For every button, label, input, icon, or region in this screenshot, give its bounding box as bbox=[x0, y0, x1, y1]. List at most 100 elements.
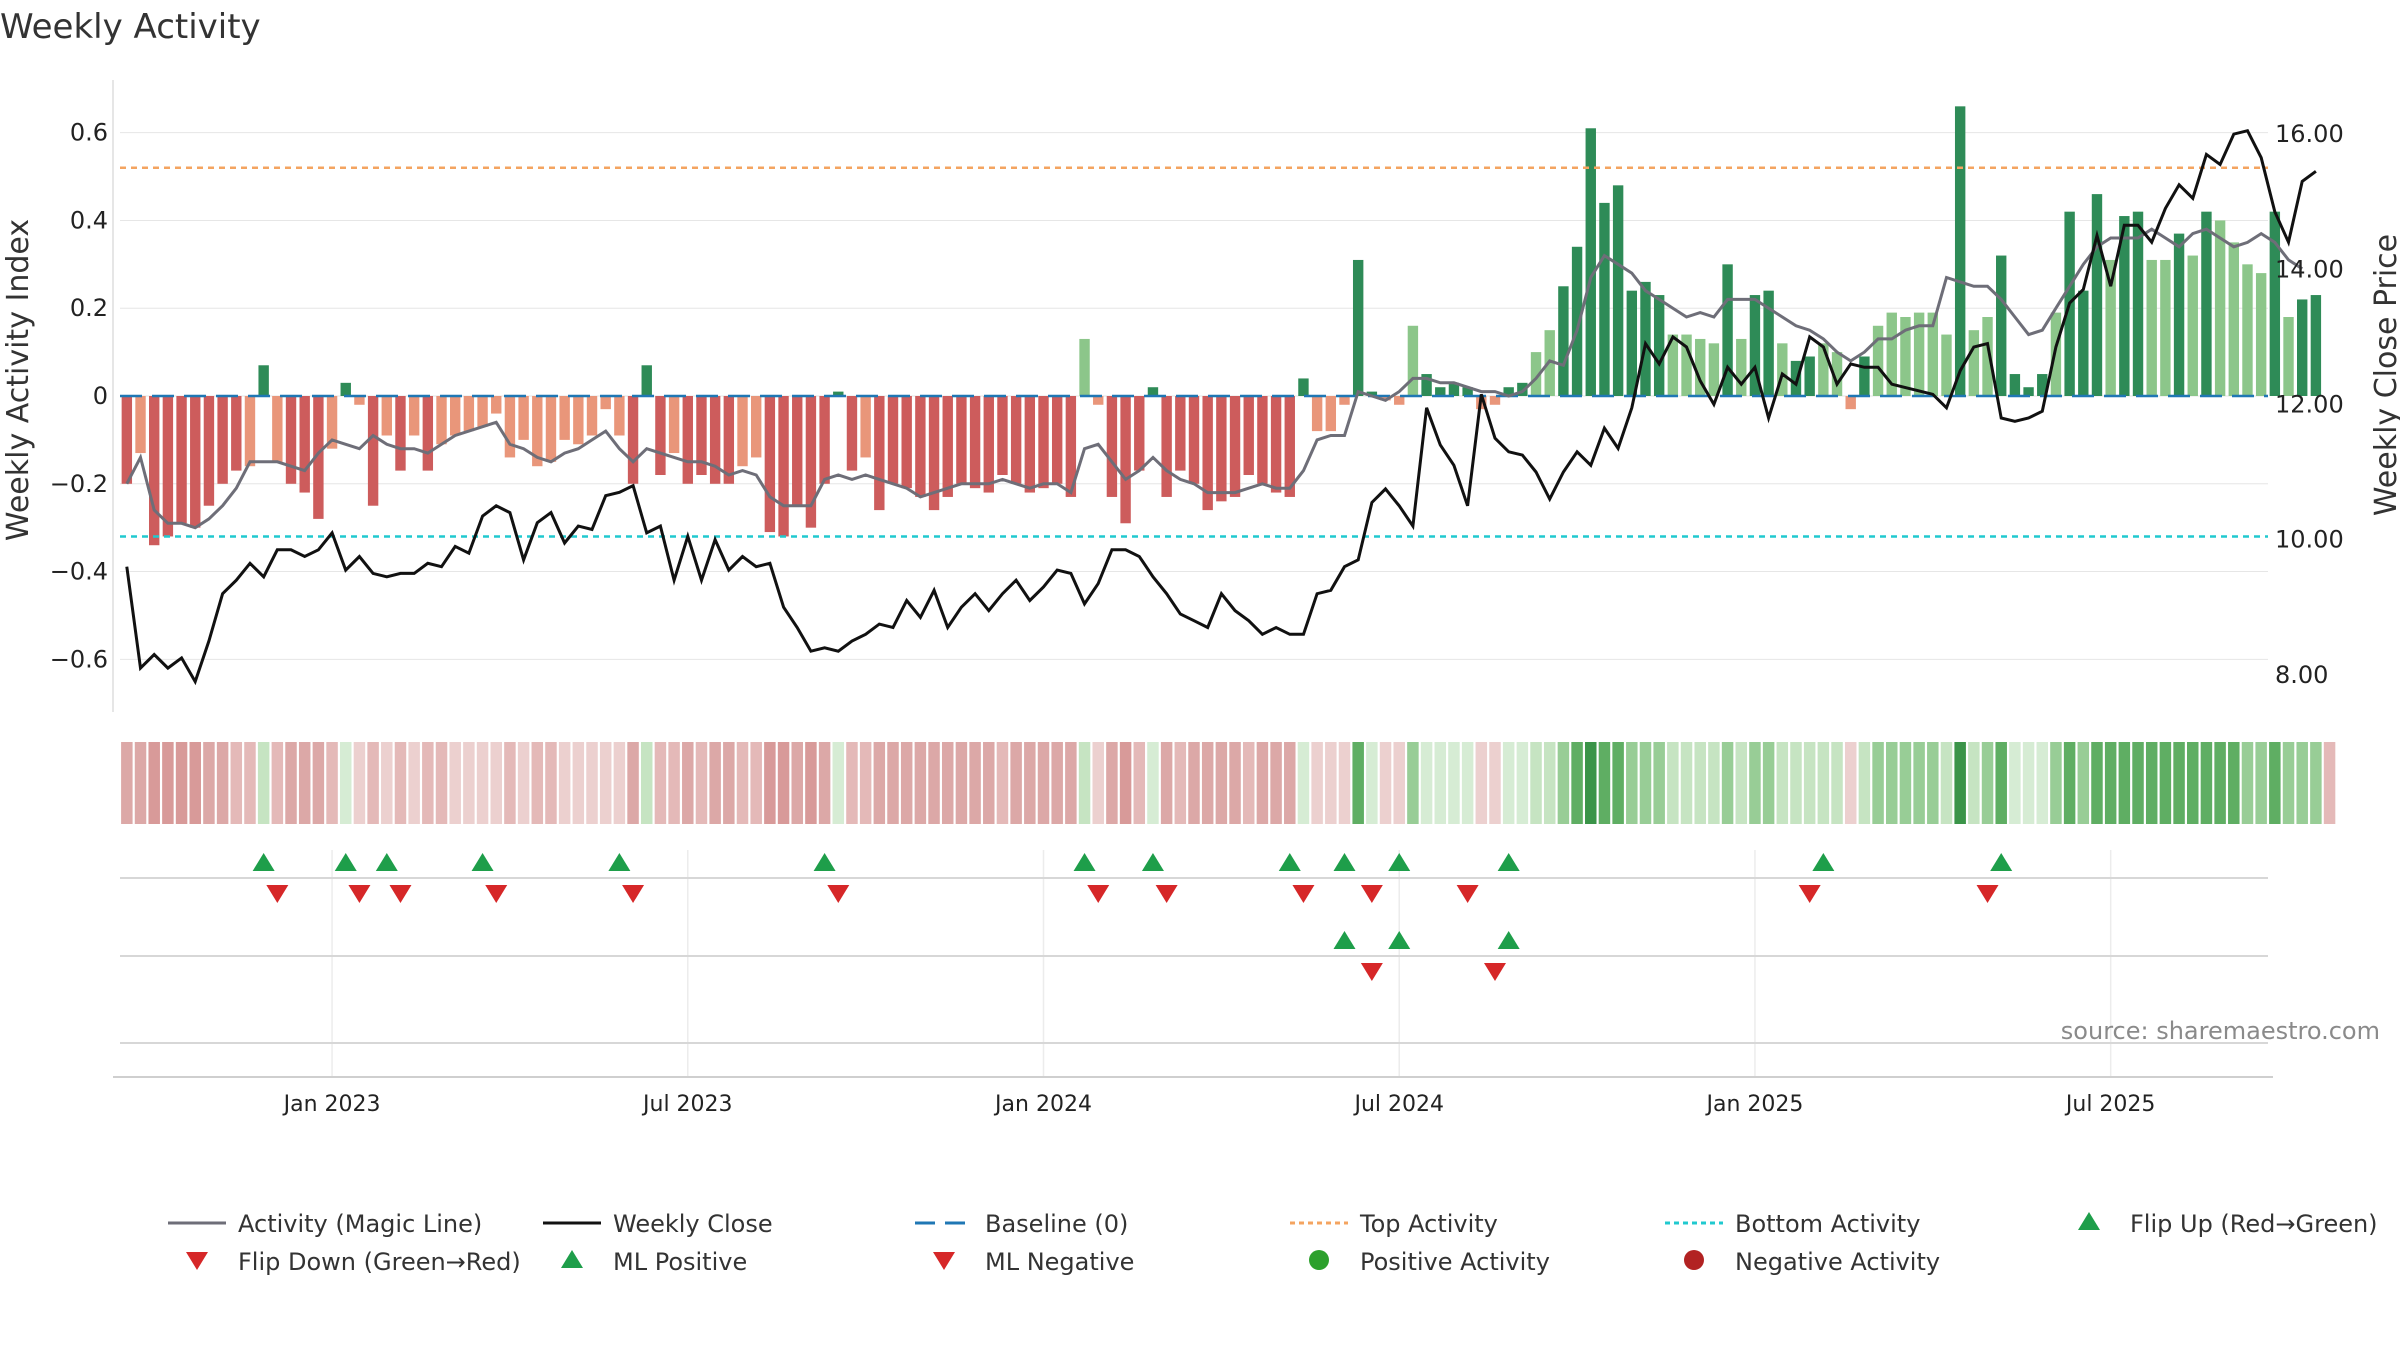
heat-cell bbox=[1913, 742, 1925, 824]
heat-cell bbox=[1270, 742, 1282, 824]
legend-label: ML Positive bbox=[613, 1248, 747, 1276]
activity-bar bbox=[1982, 317, 1993, 396]
activity-bar bbox=[2105, 259, 2116, 396]
heat-cell bbox=[2173, 742, 2185, 824]
heat-cell bbox=[1803, 742, 1816, 824]
heat-cell bbox=[599, 742, 612, 824]
activity-bar bbox=[1954, 106, 1966, 396]
heat-cell bbox=[189, 742, 201, 824]
activity-bar bbox=[2037, 374, 2048, 396]
flip-up-marker bbox=[1278, 853, 1301, 871]
heat-cell bbox=[476, 742, 489, 824]
heat-cell bbox=[490, 742, 502, 824]
heat-cell bbox=[2323, 742, 2336, 824]
activity-bar bbox=[2023, 387, 2034, 396]
heat-cell bbox=[1366, 742, 1378, 824]
heat-cell bbox=[1133, 742, 1146, 824]
heat-cell bbox=[422, 742, 434, 824]
ml-positive-marker bbox=[1388, 931, 1411, 949]
heat-cell bbox=[2269, 742, 2281, 824]
flip-down-marker bbox=[1798, 885, 1821, 903]
activity-bar bbox=[1448, 382, 1460, 396]
activity-bar bbox=[1612, 185, 1624, 396]
heat-cell bbox=[2009, 742, 2021, 824]
activity-bar bbox=[709, 396, 721, 484]
source-note: source: sharemaestro.com bbox=[2061, 1017, 2380, 1045]
heat-cell bbox=[736, 742, 749, 824]
activity-bar bbox=[1530, 352, 1542, 396]
activity-bar bbox=[2091, 194, 2103, 396]
activity-bar bbox=[1051, 396, 1063, 484]
heat-cell bbox=[394, 742, 407, 824]
heat-cell bbox=[216, 742, 229, 824]
heat-cell bbox=[1092, 742, 1104, 824]
activity-bar bbox=[1695, 338, 1706, 396]
flip-down-marker bbox=[827, 885, 850, 903]
chart-title: Weekly Activity bbox=[0, 7, 261, 47]
x-tick-label: Jan 2024 bbox=[993, 1092, 1092, 1117]
heat-cell bbox=[1858, 742, 1871, 824]
activity-bar bbox=[696, 396, 707, 475]
heat-cell bbox=[1201, 742, 1214, 824]
ml-positive-marker bbox=[1333, 931, 1356, 949]
heat-cell bbox=[449, 742, 461, 824]
heat-cell bbox=[818, 742, 831, 824]
activity-bar bbox=[641, 365, 652, 396]
heat-cell bbox=[1242, 742, 1255, 824]
heat-cell bbox=[859, 742, 872, 824]
legend-label: Bottom Activity bbox=[1735, 1210, 1920, 1238]
ml-positive-marker bbox=[1497, 931, 1520, 949]
activity-bar bbox=[778, 396, 789, 537]
heat-cell bbox=[381, 742, 393, 824]
activity-bar bbox=[2228, 242, 2239, 396]
heat-cell bbox=[1831, 742, 1843, 824]
heat-cell bbox=[285, 742, 297, 824]
legend-item-ml_neg: ML Negative bbox=[933, 1248, 1134, 1276]
heat-cell bbox=[1790, 742, 1802, 824]
heat-cell bbox=[764, 742, 776, 824]
activity-bar bbox=[2297, 299, 2308, 396]
heat-cell bbox=[148, 742, 160, 824]
activity-bar bbox=[1079, 338, 1090, 396]
legend-label: Flip Up (Red→Green) bbox=[2130, 1210, 2378, 1238]
heat-cell bbox=[1420, 742, 1433, 824]
activity-bar bbox=[1243, 396, 1254, 475]
activity-bar bbox=[2146, 259, 2157, 396]
heat-cell bbox=[2132, 742, 2144, 824]
heat-cell bbox=[873, 742, 886, 824]
legend-swatch-down-triangle bbox=[933, 1252, 955, 1270]
heat-cell bbox=[545, 742, 557, 824]
heat-cell bbox=[326, 742, 338, 824]
heat-cell bbox=[1981, 742, 1994, 824]
heat-cell bbox=[1968, 742, 1980, 824]
heat-cell bbox=[1461, 742, 1474, 824]
heat-cell bbox=[1872, 742, 1884, 824]
heat-cell bbox=[1311, 742, 1323, 824]
heat-cell bbox=[2145, 742, 2158, 824]
flip-up-marker bbox=[471, 853, 494, 871]
activity-bar bbox=[1886, 312, 1897, 396]
y-tick-right-label: 14.00 bbox=[2275, 255, 2344, 283]
activity-bar bbox=[1339, 396, 1350, 405]
legend-swatch-negative-dot bbox=[1684, 1250, 1704, 1270]
activity-bar bbox=[313, 396, 324, 519]
heat-cell bbox=[846, 742, 858, 824]
heat-cell bbox=[121, 742, 133, 824]
heat-cell bbox=[1338, 742, 1351, 824]
activity-bar bbox=[2132, 211, 2144, 396]
flip-down-marker bbox=[389, 885, 412, 903]
activity-bar bbox=[285, 396, 297, 484]
legend-label: Activity (Magic Line) bbox=[238, 1210, 482, 1238]
activity-bar bbox=[2009, 374, 2021, 396]
heat-cell bbox=[1147, 742, 1159, 824]
heat-cell bbox=[134, 742, 147, 824]
heat-cell bbox=[2091, 742, 2103, 824]
heat-cell bbox=[463, 742, 475, 824]
activity-bar bbox=[2255, 273, 2267, 396]
heat-cell bbox=[1078, 742, 1091, 824]
y-tick-left-label: 0.4 bbox=[70, 206, 108, 234]
heat-cell bbox=[1475, 742, 1488, 824]
activity-bar bbox=[190, 396, 201, 528]
legend-item-flip_up: Flip Up (Red→Green) bbox=[2078, 1210, 2378, 1238]
activity-bar bbox=[381, 396, 392, 436]
